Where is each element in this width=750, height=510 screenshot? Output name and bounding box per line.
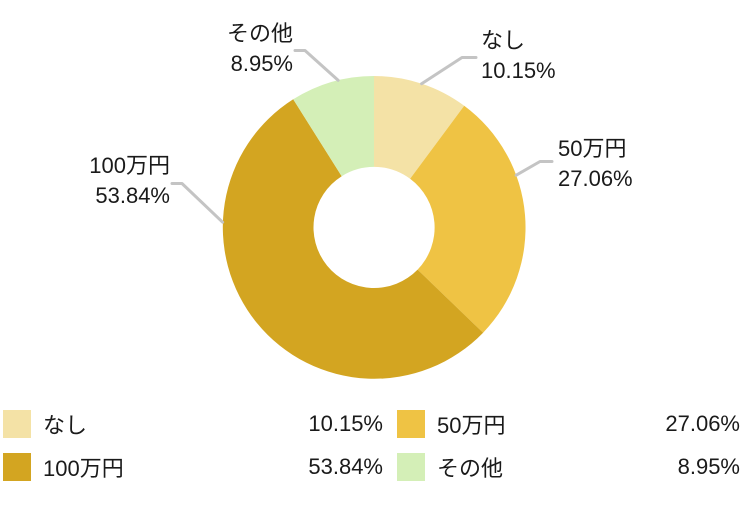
donut-chart-canvas <box>170 49 554 379</box>
legend-item-sonota: その他 8.95% <box>397 452 740 481</box>
legend-label: 50万円 <box>437 412 506 438</box>
legend-item-100man: 100万円 53.84% <box>3 452 383 481</box>
slice-callout-1: 50万円 27.06% <box>558 134 633 194</box>
slice-callout-percent: 27.06% <box>558 166 633 191</box>
legend-label: その他 <box>437 455 504 481</box>
slice-callout-3: その他 8.95% <box>227 19 293 79</box>
legend-swatch-nashi <box>3 409 31 438</box>
leader-line-1 <box>514 160 554 177</box>
legend-item-nashi: なし 10.15% <box>3 409 383 438</box>
slice-callout-percent: 53.84% <box>95 183 170 208</box>
legend-value: 10.15% <box>308 410 383 436</box>
slice-callout-percent: 10.15% <box>481 58 556 83</box>
legend-value: 27.06% <box>665 410 740 436</box>
legend-item-50man: 50万円 27.06% <box>397 409 740 438</box>
donut-slice-2 <box>222 99 484 379</box>
slice-callout-label: 50万円 <box>558 136 627 161</box>
donut-slice-3 <box>293 75 374 177</box>
donut-slice-0 <box>374 76 465 179</box>
chart-legend: なし 10.15% 50万円 27.06% 100万円 53.84% その他 8… <box>3 409 740 481</box>
slice-callout-label: 100万円 <box>89 153 170 178</box>
slice-callout-2: 100万円 53.84% <box>89 151 170 211</box>
legend-swatch-sonota <box>397 452 425 481</box>
leader-lines <box>170 49 554 224</box>
leader-line-3 <box>293 49 340 82</box>
slice-callout-label: なし <box>481 28 526 53</box>
slice-callout-label: その他 <box>226 21 293 46</box>
leader-line-0 <box>420 56 478 86</box>
donut-slices <box>222 75 526 379</box>
leader-line-2 <box>170 182 225 224</box>
legend-value: 53.84% <box>308 453 383 479</box>
legend-value: 8.95% <box>677 453 740 479</box>
donut-slice-1 <box>410 105 526 333</box>
slice-callout-0: なし 10.15% <box>481 26 556 86</box>
legend-label: なし <box>43 412 88 438</box>
legend-swatch-100man <box>3 452 31 481</box>
legend-label: 100万円 <box>43 455 124 481</box>
slice-callout-percent: 8.95% <box>230 51 293 76</box>
legend-swatch-50man <box>397 409 425 438</box>
